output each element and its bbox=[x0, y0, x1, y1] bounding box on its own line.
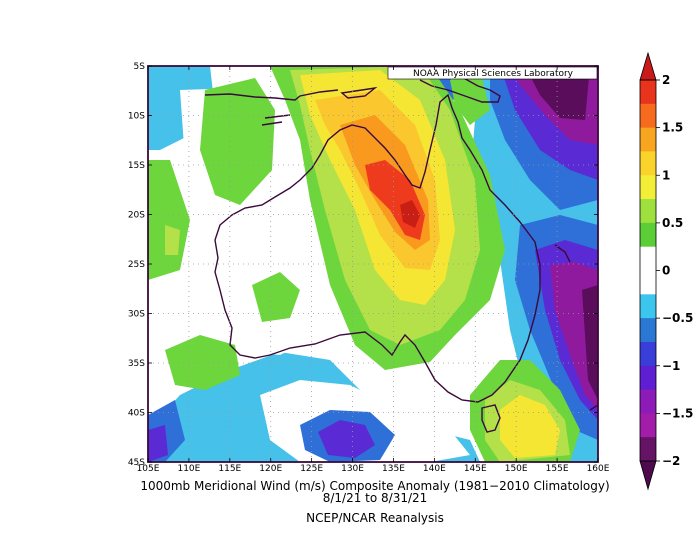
pos-region-yellow-southeast bbox=[500, 395, 560, 458]
colorbar-band bbox=[640, 270, 656, 295]
colorbar-label: −1.5 bbox=[662, 406, 693, 420]
colorbar-band bbox=[640, 389, 656, 414]
new-zealand-coastline bbox=[589, 404, 598, 411]
lat-tick-label: 20S bbox=[128, 211, 145, 221]
australia-coastline bbox=[214, 93, 541, 403]
pos-region-central-west bbox=[252, 272, 300, 322]
lon-tick-label: 140E bbox=[423, 464, 446, 474]
pos-region-northwest bbox=[200, 78, 275, 205]
colorbar-band bbox=[640, 318, 656, 343]
lat-tick-label: 5S bbox=[134, 62, 146, 72]
lon-tick-label: 120E bbox=[259, 464, 282, 474]
lon-tick-label: 115E bbox=[218, 464, 241, 474]
lon-tick-label: 105E bbox=[137, 464, 160, 474]
colorbar-label: 2 bbox=[662, 73, 670, 87]
pos-region-west bbox=[148, 160, 190, 280]
caption-line-2: 8/1/21 to 8/31/21 bbox=[322, 491, 428, 505]
latitude-tick-labels: 5S 10S 15S 20S 25S 30S 35S 40S 45S bbox=[128, 62, 145, 468]
colorbar-label: −1 bbox=[662, 359, 680, 373]
colorbar-band bbox=[640, 175, 656, 200]
pos-region-southwest bbox=[165, 335, 240, 390]
map-gridlines bbox=[148, 66, 598, 462]
caption-line-1: 1000mb Meridional Wind (m/s) Composite A… bbox=[140, 479, 610, 493]
lon-tick-label: 160E bbox=[587, 464, 610, 474]
anomaly-fill-layer bbox=[148, 66, 598, 462]
new-caledonia-coastline bbox=[554, 244, 571, 263]
lon-tick-label: 110E bbox=[177, 464, 200, 474]
lat-tick-label: 25S bbox=[128, 260, 145, 270]
colorbar-label: −0.5 bbox=[662, 311, 693, 325]
lon-tick-label: 125E bbox=[300, 464, 323, 474]
lat-tick-label: 45S bbox=[128, 458, 145, 468]
caption-line-3: NCEP/NCAR Reanalysis bbox=[306, 511, 444, 525]
lat-tick-label: 10S bbox=[128, 112, 145, 122]
colorbar-band bbox=[640, 437, 656, 462]
neg-core-east-d bbox=[525, 66, 590, 120]
tasmania-coastline bbox=[481, 404, 501, 433]
longitude-tick-labels: 105E 110E 115E 120E 125E 130E 135E 140E 145E 150E… bbox=[137, 464, 610, 474]
colorbar-band bbox=[640, 341, 656, 367]
colorbar-band bbox=[640, 151, 656, 176]
colorbar-band bbox=[640, 246, 656, 271]
colorbar-band bbox=[640, 103, 656, 129]
colorbar-band bbox=[640, 199, 656, 224]
neg-core-southwest-inner bbox=[148, 425, 168, 462]
colorbar-label: −2 bbox=[662, 454, 680, 468]
lat-tick-label: 35S bbox=[128, 359, 145, 369]
colorbar-label: 0.5 bbox=[662, 216, 683, 230]
colorbar: 2 1.5 1 0.5 0 −0.5 −1 −1.5 −2 bbox=[639, 51, 693, 491]
lat-tick-label: 40S bbox=[128, 409, 145, 419]
colorbar-label: 1.5 bbox=[662, 121, 683, 135]
lat-tick-label: 30S bbox=[128, 310, 145, 320]
indonesia-coastline bbox=[204, 89, 339, 126]
colorbar-bands bbox=[640, 80, 656, 462]
colorbar-band bbox=[640, 294, 656, 319]
lon-tick-label: 155E bbox=[546, 464, 569, 474]
colorbar-label: 1 bbox=[662, 168, 670, 182]
lon-tick-label: 135E bbox=[382, 464, 405, 474]
lat-tick-label: 15S bbox=[128, 161, 145, 171]
map-plot-area: NOAA Physical Sciences Laboratory 105E 11… bbox=[128, 62, 610, 474]
axis-tick-marks bbox=[147, 65, 599, 463]
neg-core-south-inner bbox=[318, 420, 375, 458]
colorbar-band bbox=[640, 127, 656, 152]
colorbar-labels: 2 1.5 1 0.5 0 −0.5 −1 −1.5 −2 bbox=[656, 73, 693, 468]
pos-core-red bbox=[400, 200, 420, 228]
source-label-text: NOAA Physical Sciences Laboratory bbox=[413, 69, 574, 79]
lon-tick-label: 150E bbox=[505, 464, 528, 474]
source-label-box: NOAA Physical Sciences Laboratory bbox=[387, 66, 598, 80]
colorbar-band bbox=[640, 222, 656, 248]
lon-tick-label: 130E bbox=[341, 464, 364, 474]
colorbar-band bbox=[640, 413, 656, 438]
colorbar-band bbox=[640, 365, 656, 391]
colorbar-band bbox=[640, 80, 656, 105]
pos-region-yg-west bbox=[165, 225, 180, 255]
timor-coastline bbox=[340, 86, 378, 99]
colorbar-label: 0 bbox=[662, 264, 670, 278]
lon-tick-label: 145E bbox=[464, 464, 487, 474]
colorbar-top-arrow bbox=[639, 51, 657, 81]
